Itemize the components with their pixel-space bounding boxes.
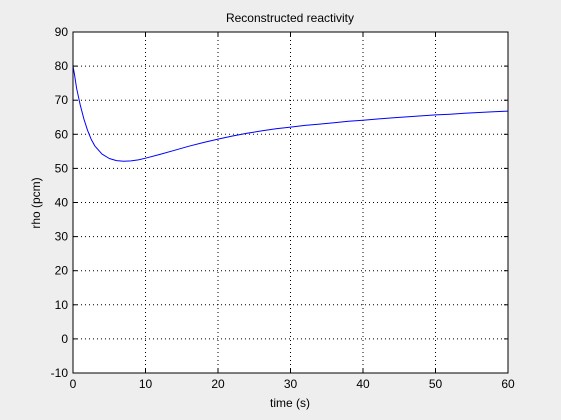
- y-tick-label: 50: [55, 161, 69, 175]
- plot-area: [73, 32, 508, 373]
- x-tick-label: 0: [70, 377, 77, 391]
- x-tick-label: 50: [429, 377, 443, 391]
- series-layer: [72, 66, 509, 162]
- grid: [73, 32, 508, 373]
- x-tick-label: 30: [284, 377, 298, 391]
- y-tick-label: 0: [61, 332, 68, 346]
- y-axis-label: rho (pcm): [29, 177, 43, 228]
- y-tick-label: 20: [55, 264, 69, 278]
- x-tick-label: 20: [211, 377, 225, 391]
- x-tick-label: 10: [139, 377, 153, 391]
- series-line: [72, 66, 509, 162]
- y-tick-label: -10: [51, 366, 69, 380]
- y-tick-label: 80: [55, 59, 69, 73]
- y-tick-label: 60: [55, 127, 69, 141]
- y-tick-labels: -10 0 10 20 30 40 50 60 70 80 90: [51, 25, 69, 380]
- y-tick-label: 40: [55, 196, 69, 210]
- x-tick-label: 60: [501, 377, 515, 391]
- x-axis-label: time (s): [270, 396, 310, 410]
- x-tick-labels: 0 10 20 30 40 50 60: [70, 377, 515, 391]
- y-tick-label: 70: [55, 93, 69, 107]
- ticks: [72, 31, 509, 374]
- y-tick-label: 90: [55, 25, 69, 39]
- x-tick-label: 40: [356, 377, 370, 391]
- y-tick-label: 10: [55, 298, 69, 312]
- chart-title: Reconstructed reactivity: [226, 11, 354, 25]
- y-tick-label: 30: [55, 230, 69, 244]
